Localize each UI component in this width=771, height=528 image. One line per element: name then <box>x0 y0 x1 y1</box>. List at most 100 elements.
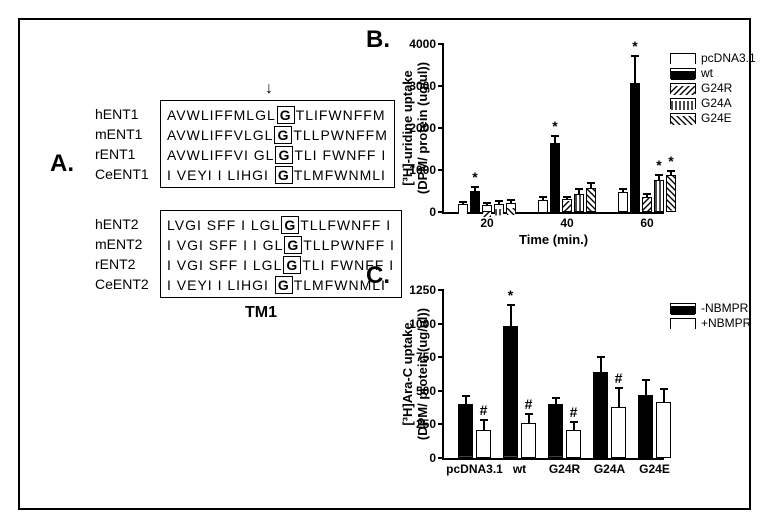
error-bar <box>645 380 647 395</box>
error-cap <box>655 174 663 176</box>
species-label: hENT1 <box>95 106 159 122</box>
panelC-chart: 025050075010001250[³H]Ara-C uptake(DPM/ … <box>442 290 662 458</box>
bar <box>521 423 536 458</box>
error-cap <box>462 395 470 397</box>
legend-label: wt <box>701 66 713 80</box>
species-label: mENT1 <box>95 126 159 142</box>
species-label: hENT2 <box>95 216 159 232</box>
significance-marker: # <box>525 396 533 412</box>
legend-label: -NBMPR <box>701 301 748 315</box>
error-cap <box>642 379 650 381</box>
bar <box>470 191 480 212</box>
error-cap <box>575 188 583 190</box>
error-cap <box>563 196 571 198</box>
bar <box>482 205 492 212</box>
legend-item: pcDNA3.1 <box>670 51 756 65</box>
error-cap <box>570 421 578 423</box>
bar <box>638 395 653 458</box>
legend-item: G24R <box>670 81 756 95</box>
bar <box>548 404 563 458</box>
species-label: rENT1 <box>95 146 159 162</box>
error-cap <box>539 196 547 198</box>
alignment-arrow: ↓ <box>265 80 273 98</box>
bar <box>618 192 628 212</box>
legend-item: wt <box>670 66 756 80</box>
error-cap <box>483 202 491 204</box>
significance-marker: * <box>472 169 477 185</box>
legend-swatch <box>670 83 696 94</box>
conserved-G-box: G <box>274 126 292 144</box>
error-cap <box>597 356 605 358</box>
bar <box>506 203 516 212</box>
error-bar <box>573 422 575 430</box>
panelB-chart: 01000200030004000[³H]-uridine uptake(DPM… <box>442 44 662 212</box>
significance-marker: * <box>656 157 661 173</box>
legend-item: G24E <box>670 111 756 125</box>
panelC-label: C. <box>366 262 390 290</box>
conserved-G-box: G <box>283 256 301 274</box>
legend-swatch <box>670 53 696 64</box>
axes: 025050075010001250[³H]Ara-C uptake(DPM/ … <box>442 290 664 460</box>
legend-item: G24A <box>670 96 756 110</box>
bar <box>611 407 626 458</box>
error-bar <box>663 389 665 401</box>
alignment-row: I VGI SFF I LGLGTLI FWNFF I <box>167 255 395 275</box>
species-label: mENT2 <box>95 236 159 252</box>
alignment-row: I VEYI I LIHGI GTLMFWNMLI <box>167 275 395 295</box>
legend-label: G24E <box>701 111 732 125</box>
panelB-legend: pcDNA3.1wtG24RG24AG24E <box>670 50 756 126</box>
significance-marker: # <box>615 370 623 386</box>
conserved-G-box: G <box>277 106 295 124</box>
conserved-G-box: G <box>275 166 293 184</box>
error-cap <box>631 55 639 57</box>
legend-label: G24R <box>701 81 732 95</box>
ytick-label: 0 <box>429 205 444 219</box>
bar <box>566 430 581 458</box>
xtick-label: 60 <box>640 212 653 230</box>
error-cap <box>667 170 675 172</box>
legend-swatch <box>670 98 696 109</box>
alignment-row: I VGI SFF I I GLGTLLPWNFF I <box>167 235 395 255</box>
species-label: rENT2 <box>95 256 159 272</box>
alignment-row: AVWLIFFVLGLGTLLPWNFFM <box>167 125 388 145</box>
legend-swatch <box>670 303 696 314</box>
error-bar <box>600 357 602 372</box>
alignment-row: AVWLIFFVI GLGTLI FWNFF I <box>167 145 388 165</box>
bar <box>642 197 652 212</box>
legend-item: -NBMPR <box>670 301 751 315</box>
bar <box>630 83 640 212</box>
bar <box>458 404 473 458</box>
error-bar <box>528 414 530 423</box>
error-cap <box>525 413 533 415</box>
error-cap <box>459 201 467 203</box>
error-bar <box>555 398 557 405</box>
alignment-row: LVGI SFF I LGLGTLLFWNFF I <box>167 215 395 235</box>
legend-label: pcDNA3.1 <box>701 51 756 65</box>
error-cap <box>495 200 503 202</box>
panelC-legend: -NBMPR+NBMPR <box>670 300 751 331</box>
x-axis-label: Time (min.) <box>519 232 588 247</box>
conserved-G-box: G <box>284 236 302 254</box>
bar <box>538 200 548 212</box>
conserved-G-box: G <box>275 146 293 164</box>
error-bar <box>618 388 620 407</box>
xtick-label: G24A <box>594 458 625 476</box>
significance-marker: * <box>508 287 513 303</box>
y-axis-label: [³H]Ara-C uptake(DPM/ protein (ug/ul)) <box>400 290 430 458</box>
significance-marker: * <box>552 118 557 134</box>
xtick-label: 40 <box>560 212 573 230</box>
alignment-row: I VEYI I LIHGI GTLMFWNMLI <box>167 165 388 185</box>
error-bar <box>483 420 485 429</box>
error-cap <box>660 388 668 390</box>
significance-marker: * <box>632 38 637 54</box>
error-cap <box>552 397 560 399</box>
ytick-label: 0 <box>429 451 444 465</box>
xtick-label: G24R <box>549 458 580 476</box>
conserved-G-box: G <box>275 276 293 294</box>
error-cap <box>587 182 595 184</box>
bar <box>476 430 491 458</box>
error-bar <box>510 305 512 327</box>
error-cap <box>471 186 479 188</box>
significance-marker: * <box>668 153 673 169</box>
error-cap <box>619 188 627 190</box>
